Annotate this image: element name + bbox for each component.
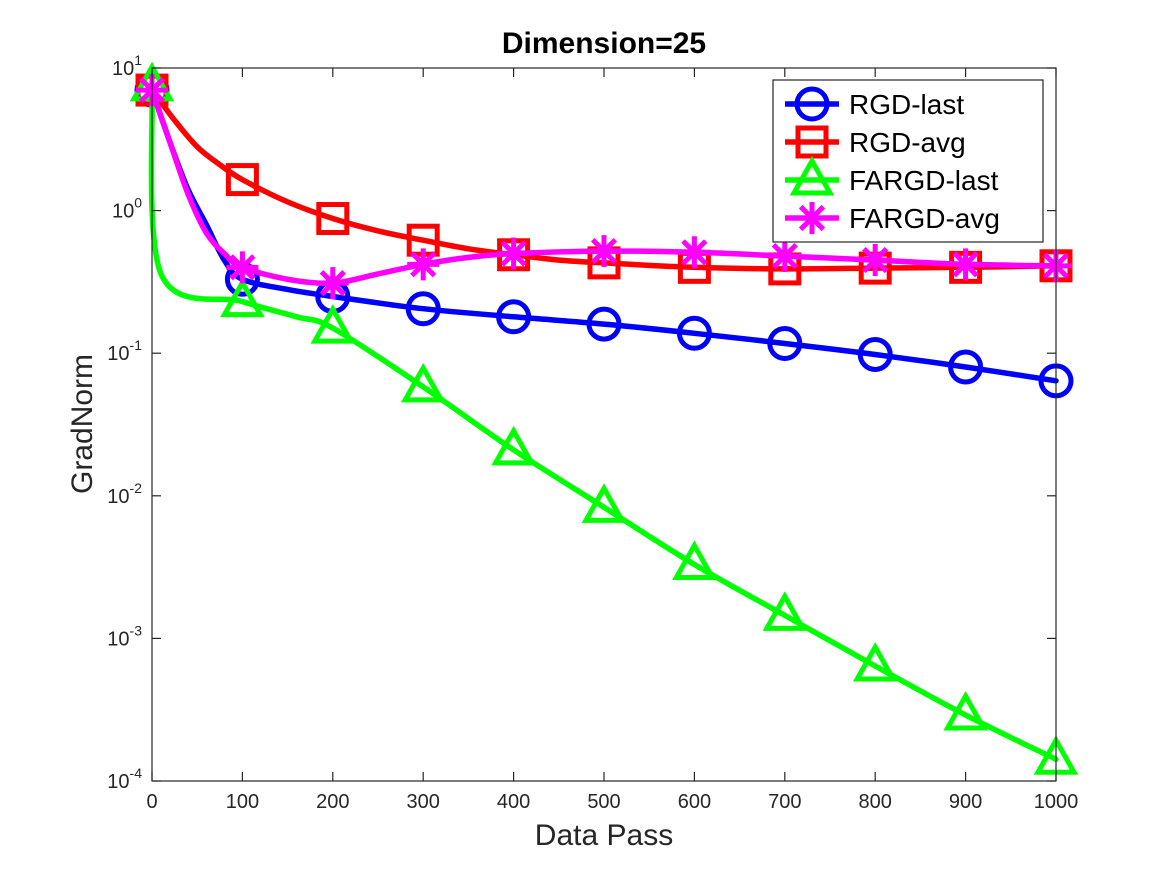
axes-layer: 0 100 200 300 400 500 600 700 800 900 100010-410-3… xyxy=(107,52,1078,813)
y-tick-base: 10 xyxy=(112,201,134,223)
x-tick-label: 300 xyxy=(407,791,440,813)
y-axis-label: GradNorm xyxy=(66,354,99,494)
data-point-RGD-last xyxy=(586,306,622,342)
data-point-FARGD-avg xyxy=(497,237,530,270)
y-tick-exponent: -1 xyxy=(130,337,143,353)
data-point-RGD-last xyxy=(676,315,712,351)
data-point-FARGD-last xyxy=(310,303,356,344)
y-tick-exponent: -3 xyxy=(130,622,143,638)
series-RGD-last xyxy=(134,72,1074,399)
legend-marker-asterisk xyxy=(796,202,828,234)
x-tick-label: 600 xyxy=(678,791,711,813)
data-point-RGD-last xyxy=(948,349,984,385)
x-axis-label: Data Pass xyxy=(535,819,673,852)
x-tick-label: 0 xyxy=(146,791,157,813)
y-tick-exponent: -4 xyxy=(130,765,143,781)
legend-marker-circle xyxy=(794,86,830,122)
data-point-FARGD-last xyxy=(762,591,808,631)
y-tick-base: 10 xyxy=(107,628,129,650)
data-point-RGD-last xyxy=(496,299,532,335)
legend: RGD-last RGD-avg FARGD-last FARGD-avg xyxy=(772,79,1044,243)
data-point-FARGD-avg xyxy=(316,267,349,300)
data-point-FARGD-last xyxy=(220,277,265,318)
data-point-RGD-avg xyxy=(225,163,259,197)
y-tick-label: 10-4 xyxy=(107,765,142,793)
x-tick-label: 700 xyxy=(768,791,801,813)
x-tick-label: 200 xyxy=(316,791,349,813)
data-point-RGD-avg xyxy=(316,202,350,236)
y-tick-label: 10-3 xyxy=(107,622,142,650)
y-tick-base: 10 xyxy=(107,486,129,508)
x-tick-label: 400 xyxy=(497,791,530,813)
data-point-FARGD-avg xyxy=(588,235,620,268)
legend-label: FARGD-last xyxy=(849,165,999,196)
y-tick-base: 10 xyxy=(107,771,129,793)
legend-label: FARGD-avg xyxy=(849,203,1000,234)
y-tick-label: 100 xyxy=(112,195,142,223)
data-point-FARGD-last xyxy=(852,641,898,682)
data-point-FARGD-last xyxy=(491,425,536,466)
y-tick-label: 101 xyxy=(112,52,142,80)
y-tick-exponent: -2 xyxy=(130,480,143,496)
legend-entry: FARGD-avg xyxy=(785,202,1000,234)
series-line-RGD-avg xyxy=(149,87,1059,272)
data-point-FARGD-avg xyxy=(859,244,892,277)
legend-marker-triangle xyxy=(789,155,835,196)
x-tick-label: 100 xyxy=(226,791,259,813)
legend-entry: RGD-avg xyxy=(785,125,966,159)
data-point-FARGD-avg xyxy=(407,248,440,281)
legend-label: RGD-avg xyxy=(849,127,966,158)
data-point-FARGD-avg xyxy=(678,236,711,269)
legend-label: RGD-last xyxy=(849,89,964,120)
data-point-RGD-last xyxy=(857,336,893,372)
y-tick-label: 10-1 xyxy=(107,337,142,365)
x-tick-label: 1000 xyxy=(1034,791,1079,813)
y-tick-base: 10 xyxy=(107,343,129,365)
y-tick-base: 10 xyxy=(112,58,134,80)
chart-title: Dimension=25 xyxy=(502,27,706,60)
data-point-FARGD-last xyxy=(672,540,717,580)
series-line-RGD-last xyxy=(149,87,1059,384)
series-line-FARGD-last xyxy=(148,83,1059,763)
legend-entry: RGD-last xyxy=(785,86,964,122)
data-point-FARGD-avg xyxy=(949,248,982,281)
data-point-FARGD-avg xyxy=(226,251,259,284)
legend-entry: FARGD-last xyxy=(785,155,999,196)
data-point-RGD-last xyxy=(767,325,803,361)
x-tick-label: 900 xyxy=(949,791,982,813)
data-point-FARGD-last xyxy=(581,483,627,523)
data-point-RGD-last xyxy=(405,291,441,327)
x-tick-label: 800 xyxy=(859,791,892,813)
y-tick-label: 10-2 xyxy=(107,480,142,508)
data-point-FARGD-last xyxy=(943,690,988,731)
data-point-FARGD-last xyxy=(400,362,446,403)
data-point-FARGD-avg xyxy=(768,240,801,273)
y-tick-exponent: 0 xyxy=(134,195,142,211)
y-tick-exponent: 1 xyxy=(134,52,142,68)
x-tick-label: 500 xyxy=(587,791,620,813)
